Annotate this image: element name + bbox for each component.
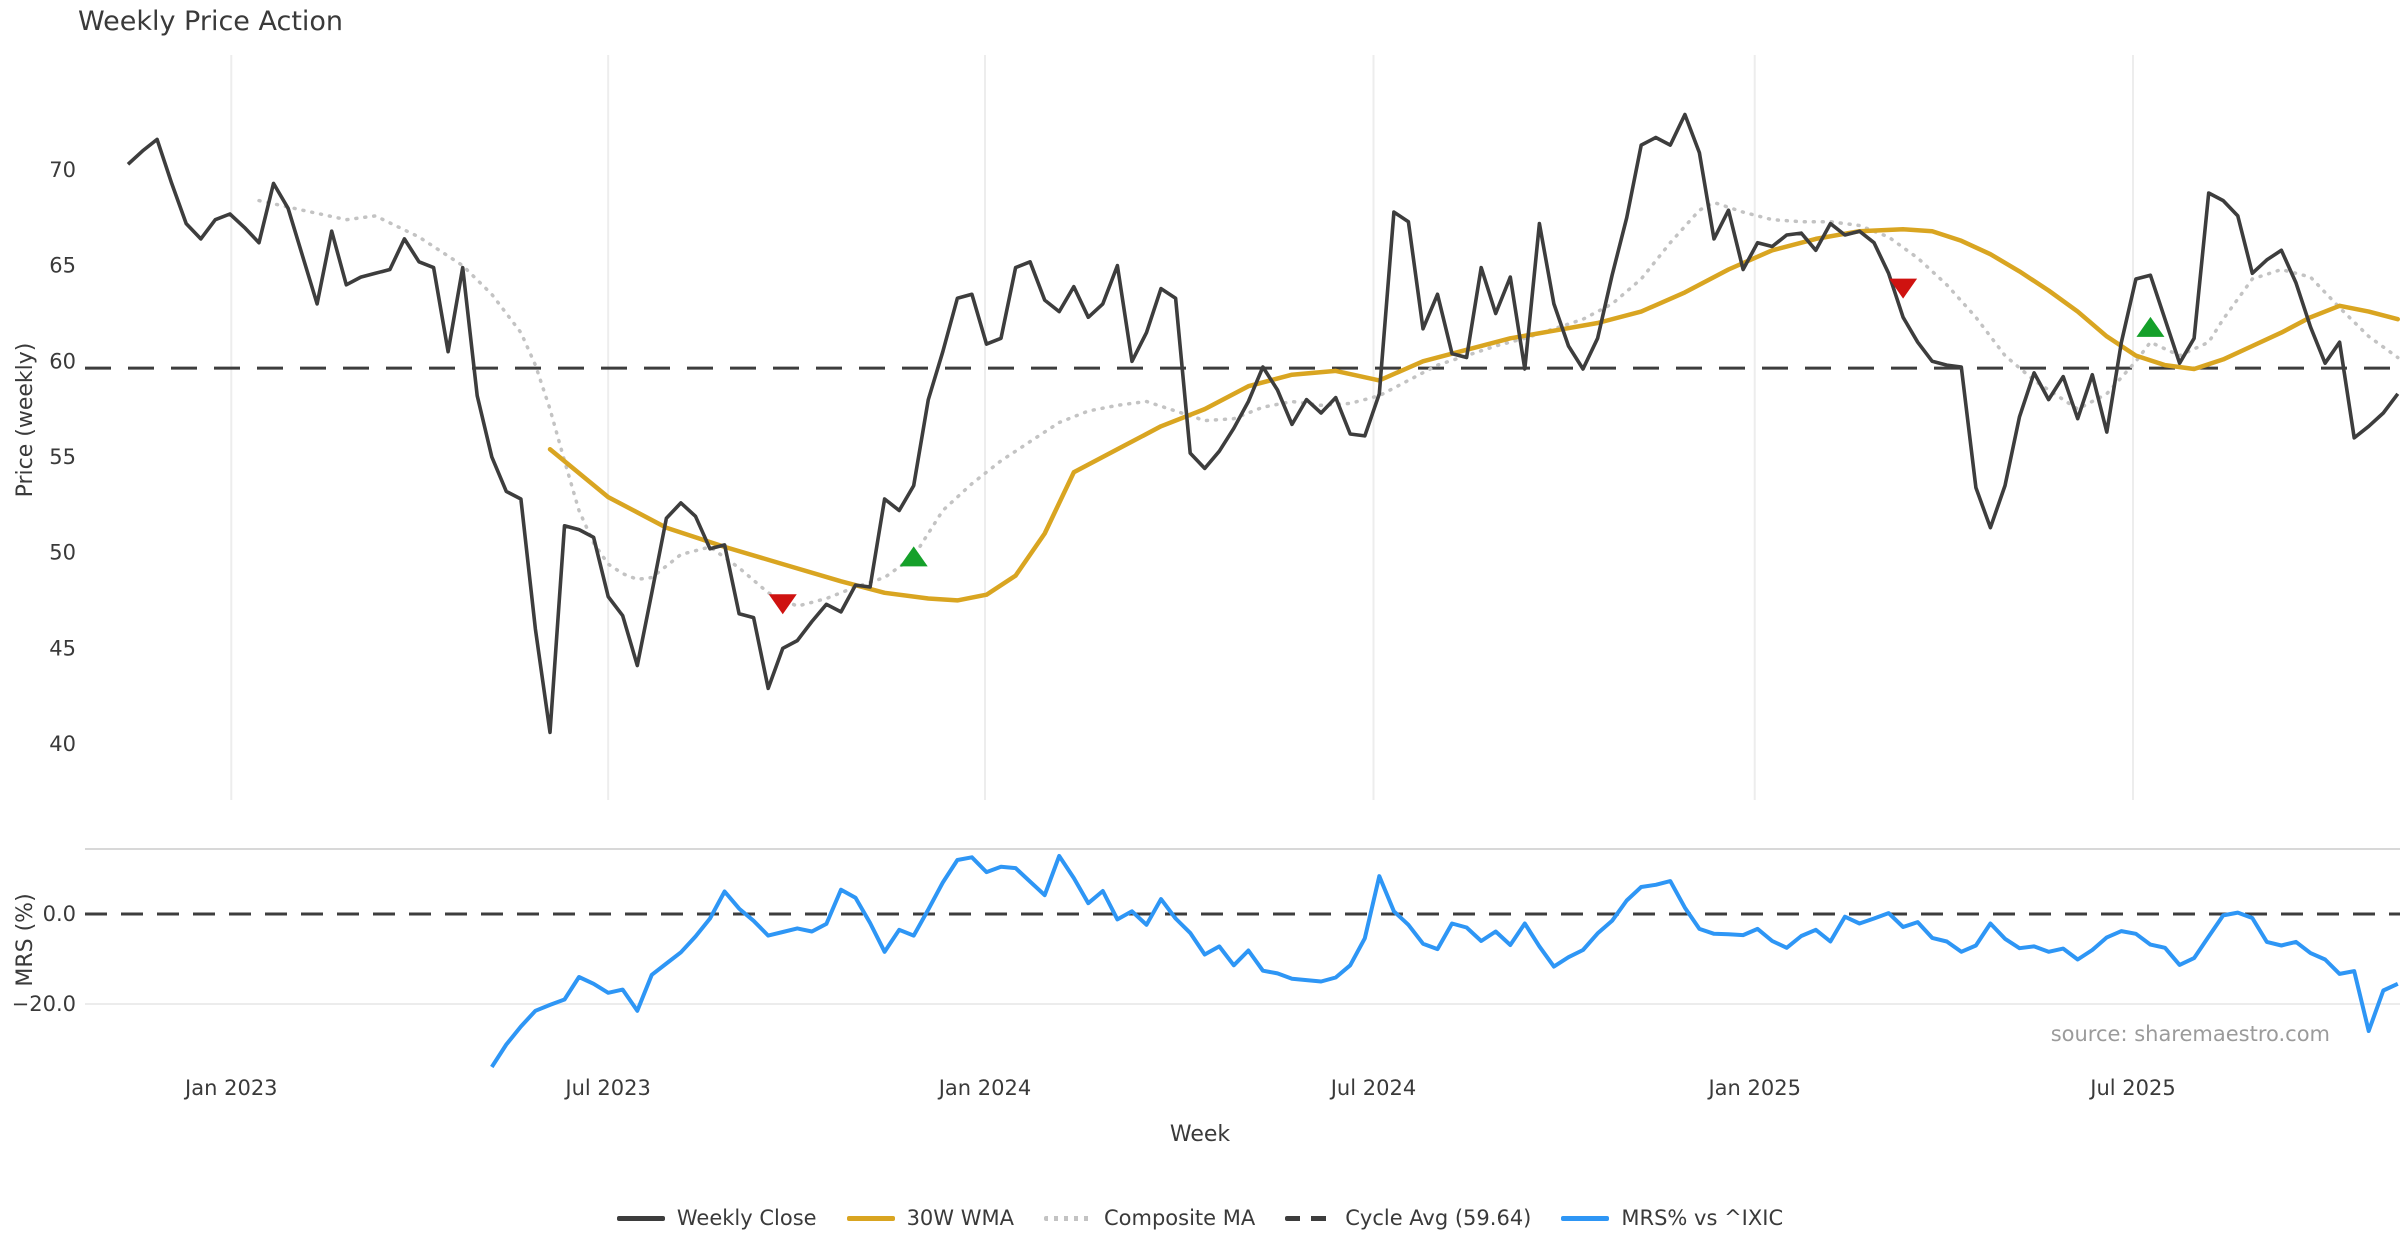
legend-label: Weekly Close [676, 1206, 817, 1230]
xtick-jan-2024: Jan 2024 [937, 1076, 1032, 1100]
composite-ma-line [257, 198, 2400, 609]
mrs-line [490, 854, 2399, 1068]
legend-swatch-dotted-gray [1043, 1215, 1092, 1221]
legend-swatch-dashed-dark [1285, 1215, 1334, 1221]
xtick-jan-2023: Jan 2023 [183, 1076, 278, 1100]
xtick-jan-2025: Jan 2025 [1706, 1076, 1801, 1100]
wma-30w-line [547, 227, 2400, 603]
price-ytick-70: 70 [49, 158, 76, 182]
weekly-close-line [126, 112, 2400, 735]
legend-label: Composite MA [1103, 1206, 1256, 1230]
legend-item-cycle-avg-59-64-: Cycle Avg (59.64) [1285, 1206, 1531, 1230]
legend-label: MRS% vs ^IXIC [1621, 1206, 1784, 1230]
sell-signal-marker [1889, 278, 1918, 299]
mrs-ytick--20: −20.0 [12, 992, 76, 1016]
chart-legend: Weekly Close 30W WMA Composite MA Cycle Avg… [0, 1206, 2400, 1230]
price-ytick-50: 50 [49, 541, 76, 565]
price-ytick-40: 40 [49, 732, 76, 756]
xtick-jul-2023: Jul 2023 [563, 1076, 650, 1100]
price-ytick-65: 65 [49, 254, 76, 278]
chart-title: Weekly Price Action [78, 6, 344, 37]
buy-signal-marker [2136, 316, 2165, 337]
legend-label: Cycle Avg (59.64) [1345, 1206, 1532, 1230]
price-axis-label: Price (weekly) [13, 343, 38, 498]
legend-item-mrs-vs-ixic: MRS% vs ^IXIC [1561, 1206, 1783, 1230]
buy-signal-marker [899, 546, 928, 567]
xtick-jul-2024: Jul 2024 [1329, 1076, 1416, 1100]
xtick-jul-2025: Jul 2025 [2088, 1076, 2175, 1100]
legend-item-weekly-close: Weekly Close [616, 1206, 817, 1230]
legend-label: 30W WMA [906, 1206, 1014, 1230]
source-attribution: source: sharemaestro.com [2050, 1022, 2330, 1046]
price-ytick-60: 60 [49, 349, 76, 373]
price-ytick-45: 45 [49, 636, 76, 660]
mrs-ytick-0: 0.0 [43, 902, 76, 926]
legend-swatch-solid-blue [1561, 1215, 1610, 1221]
sell-signal-marker [768, 594, 797, 615]
legend-swatch-solid-dark [616, 1215, 665, 1221]
legend-item-30w-wma: 30W WMA [846, 1206, 1014, 1230]
legend-item-composite-ma: Composite MA [1043, 1206, 1256, 1230]
legend-swatch-solid-gold [846, 1215, 895, 1221]
price-ytick-55: 55 [49, 445, 76, 469]
mrs-axis-label: MRS (%) [13, 893, 38, 986]
x-axis-label: Week [1169, 1122, 1231, 1147]
